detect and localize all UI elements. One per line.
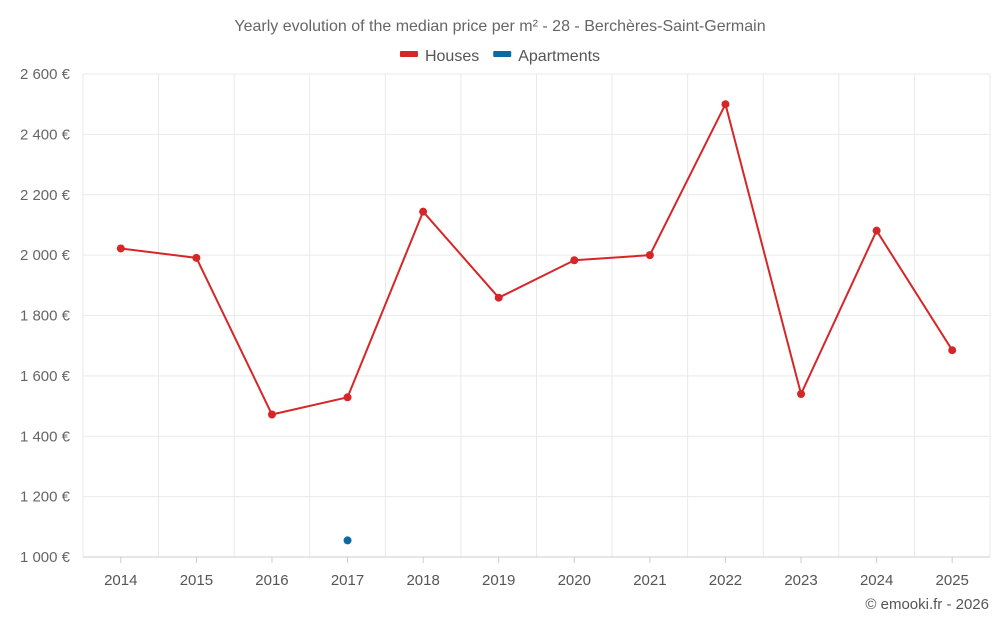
y-tick-label: 1 400 € (20, 428, 71, 445)
data-point-houses-2021[interactable] (645, 251, 654, 260)
y-tick-label: 2 600 € (20, 66, 71, 83)
series-layer (116, 100, 957, 545)
grid (82, 73, 991, 557)
series-apartments (343, 536, 352, 545)
data-point-houses-2016[interactable] (267, 410, 276, 419)
axes: 1 000 € 1 200 € 1 400 € 1 600 € 1 800 € 2 000… (20, 66, 990, 589)
data-point-houses-2020[interactable] (570, 256, 579, 265)
x-tick-label: 2017 (331, 572, 364, 589)
x-tick-label: 2024 (860, 572, 893, 589)
x-tick-label: 2018 (406, 572, 439, 589)
legend-label: Houses (425, 48, 479, 65)
x-tick-label: 2021 (633, 572, 666, 589)
y-tick-label: 1 000 € (20, 549, 71, 566)
data-point-houses-2019[interactable] (494, 293, 503, 302)
x-tick-label: 2020 (558, 572, 591, 589)
data-point-houses-2014[interactable] (116, 244, 125, 253)
data-point-houses-2015[interactable] (192, 253, 201, 262)
legend-item-houses[interactable]: Houses (399, 48, 479, 65)
x-tick-label: 2015 (180, 572, 213, 589)
x-tick-label: 2023 (784, 572, 817, 589)
data-point-houses-2017[interactable] (343, 393, 352, 402)
y-tick-label: 2 200 € (20, 187, 71, 204)
series-houses (116, 100, 957, 419)
data-point-houses-2024[interactable] (872, 226, 881, 235)
y-tick-label: 1 200 € (20, 489, 71, 506)
data-point-houses-2022[interactable] (721, 100, 730, 109)
data-point-houses-2023[interactable] (797, 389, 806, 398)
y-tick-label: 2 400 € (20, 126, 71, 143)
y-tick-label: 1 600 € (20, 368, 71, 385)
x-tick-label: 2025 (936, 572, 969, 589)
series-line-houses (120, 103, 954, 416)
legend-label: Apartments (518, 48, 600, 65)
data-point-apartments-2017[interactable] (343, 536, 352, 545)
x-tick-label: 2019 (482, 572, 515, 589)
legend-swatch (493, 51, 512, 57)
y-tick-label: 2 000 € (20, 247, 71, 264)
x-tick-label: 2014 (104, 572, 137, 589)
legend: Houses Apartments (399, 48, 600, 65)
data-point-houses-2025[interactable] (948, 346, 957, 355)
legend-item-apartments[interactable]: Apartments (493, 48, 600, 65)
y-tick-label: 1 800 € (20, 308, 71, 325)
x-tick-label: 2016 (255, 572, 288, 589)
legend-swatch (399, 51, 418, 57)
data-point-houses-2018[interactable] (419, 207, 428, 216)
x-tick-label: 2022 (709, 572, 742, 589)
chart-title: Yearly evolution of the median price per… (234, 18, 765, 35)
footer-credit: © emooki.fr - 2026 (865, 596, 989, 613)
